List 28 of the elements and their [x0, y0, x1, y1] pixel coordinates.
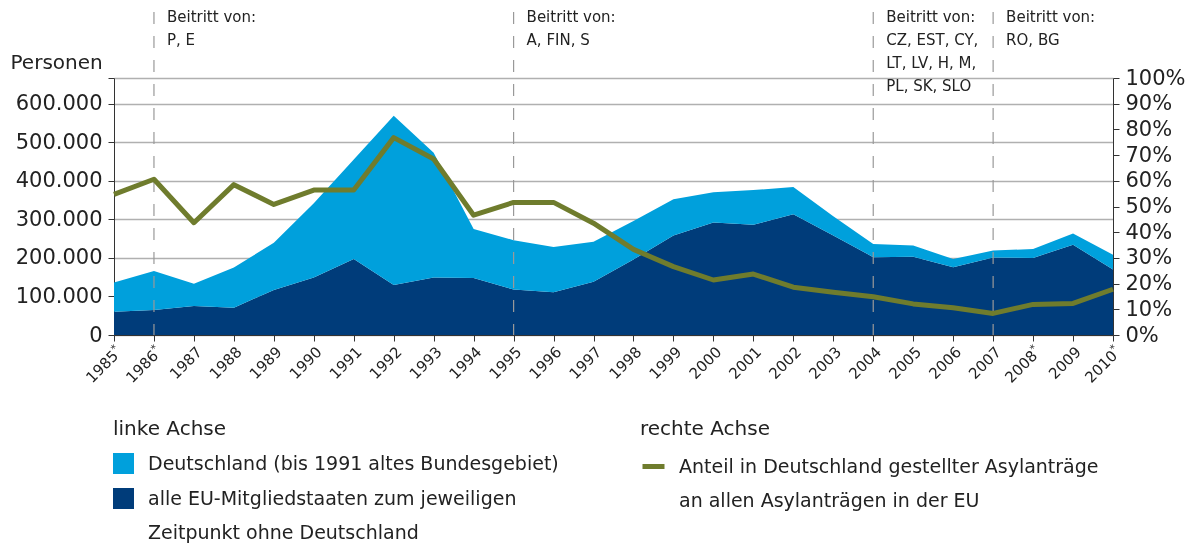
text: linke Achse — [113, 416, 227, 440]
y2-tick-label: 70% — [1125, 142, 1173, 167]
y2-tick-label: 30% — [1125, 245, 1173, 270]
legend-label: Deutschland (bis 1991 altes Bundesgebiet) — [148, 451, 559, 474]
y2-tick-label: 90% — [1125, 91, 1173, 116]
y2-tick-label: 0% — [1125, 322, 1159, 347]
y2-tick-label: 100% — [1125, 65, 1186, 90]
y-tick-label: 200.000 — [15, 245, 103, 270]
y-tick-label: 400.000 — [15, 168, 103, 193]
legend-label: alle EU-Mitgliedstaaten zum jeweiligen Zeitpunkt ohne Deutschland — [148, 486, 517, 543]
ref-line-label: Beitritt von: P, E — [166, 8, 257, 49]
y-tick-label: 100.000 — [15, 283, 103, 308]
y-tick-label: 300.000 — [15, 206, 103, 231]
y-tick-label: 0 — [89, 322, 103, 347]
y-tick-label: 500.000 — [15, 129, 103, 154]
y-axis-title: Personen — [10, 49, 103, 74]
y2-tick-label: 60% — [1125, 168, 1173, 193]
ref-line-label: Beitritt von: RO, BG — [1006, 8, 1096, 49]
text: rechte Achse — [640, 416, 770, 440]
y2-tick-label: 80% — [1125, 116, 1173, 141]
y2-tick-label: 20% — [1125, 271, 1173, 296]
y-tick-label: 600.000 — [15, 91, 103, 116]
ref-line-label: Beitritt von: CZ, EST, CY, LT, LV, H, M, PL, SK, SLO — [886, 8, 979, 95]
y2-tick-label: 50% — [1125, 194, 1173, 218]
y2-tick-label: 10% — [1125, 296, 1173, 321]
y2-tick-label: 40% — [1125, 219, 1173, 244]
legend-label: Anteil in Deutschland gestellter Asylanträge an allen Asylanträgen in der EU — [679, 454, 1099, 511]
ref-line-label: Beitritt von: A, FIN, S — [526, 8, 616, 49]
